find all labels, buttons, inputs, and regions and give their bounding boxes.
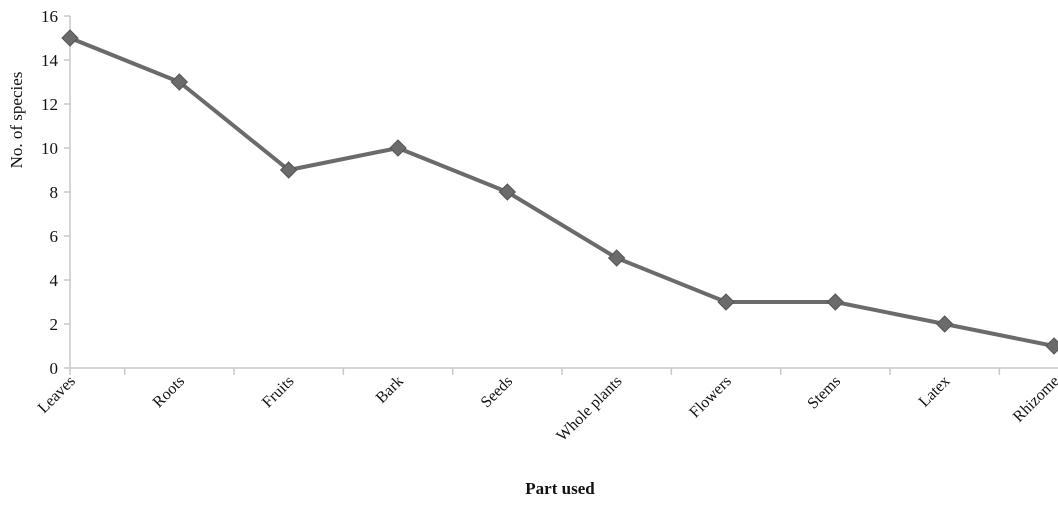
data-point-marker (279, 161, 298, 179)
data-point-marker (170, 73, 189, 91)
x-axis-title: Part used (525, 479, 595, 498)
y-tick-label: 2 (50, 315, 59, 334)
data-point-marker (498, 183, 517, 201)
x-tick-label: Fruits (259, 373, 297, 411)
data-point-marker (717, 293, 735, 311)
data-point-marker (61, 29, 79, 47)
x-tick-label: Seeds (478, 373, 516, 411)
y-tick-label: 8 (50, 183, 59, 202)
x-tick-label: Roots (150, 373, 188, 411)
x-tick-label: Leaves (35, 373, 79, 417)
y-tick-label: 6 (50, 227, 59, 246)
data-point-marker (607, 249, 626, 267)
x-tick-label: Flowers (686, 373, 734, 421)
data-point-marker (389, 139, 407, 157)
y-tick-label: 14 (41, 51, 59, 70)
y-tick-label: 12 (41, 95, 58, 114)
series-line (69, 36, 1055, 348)
y-tick-label: 10 (41, 139, 58, 158)
y-axis: 0 2 4 6 8 10 12 14 16 (41, 7, 71, 378)
series-line-group (61, 29, 1058, 355)
x-tick-label: Rhizome (1010, 373, 1058, 426)
y-tick-label: 0 (50, 359, 59, 378)
y-tick-label: 16 (41, 7, 58, 26)
data-point-marker (935, 315, 954, 333)
x-tick-label: Bark (373, 373, 407, 407)
data-point-marker (826, 293, 845, 311)
data-point-marker (1045, 337, 1058, 355)
x-tick-label: Stems (804, 373, 844, 413)
x-axis: Leaves Roots Fruits Bark Seeds Whole plants Fl… (35, 367, 1058, 445)
y-axis-title: No. of species (7, 72, 26, 169)
x-tick-label: Whole plants (553, 373, 625, 445)
y-tick-label: 4 (50, 271, 59, 290)
x-tick-label: Latex (916, 373, 954, 411)
